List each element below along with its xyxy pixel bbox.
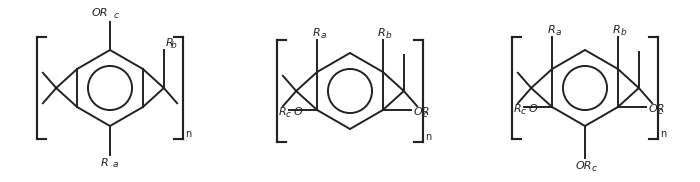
Text: b: b (386, 31, 392, 40)
Text: OR: OR (575, 161, 592, 171)
Text: c: c (113, 11, 118, 21)
Text: a: a (113, 160, 118, 169)
Text: b: b (170, 41, 176, 50)
Text: c: c (592, 164, 596, 173)
Text: R: R (312, 28, 320, 38)
Text: OR: OR (414, 107, 430, 117)
Text: c: c (658, 107, 663, 116)
Text: R: R (613, 25, 621, 35)
Text: n: n (425, 132, 431, 142)
Text: c: c (286, 110, 290, 119)
Text: n: n (660, 129, 666, 139)
Text: R: R (279, 107, 286, 117)
Text: R: R (547, 25, 555, 35)
Text: a: a (321, 31, 326, 40)
Text: n: n (185, 129, 191, 139)
Text: a: a (555, 28, 561, 37)
Text: R: R (514, 104, 522, 114)
Text: c: c (521, 107, 526, 116)
Text: O: O (294, 107, 302, 117)
Text: b: b (621, 28, 626, 37)
Text: R: R (166, 38, 174, 48)
Text: OR: OR (92, 9, 108, 19)
Text: R: R (378, 28, 386, 38)
Text: OR: OR (648, 104, 665, 114)
Text: R: R (100, 157, 108, 167)
Text: c: c (423, 110, 428, 119)
Text: O: O (528, 104, 538, 114)
